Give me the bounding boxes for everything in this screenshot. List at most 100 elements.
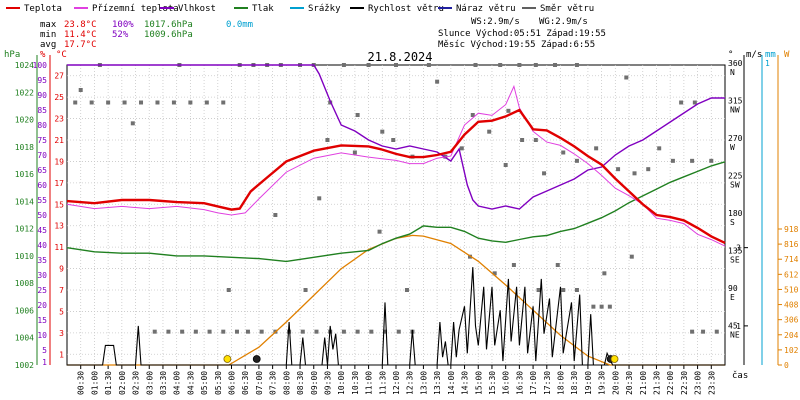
- tick-label-direction-degrees: 225: [728, 172, 743, 181]
- wind-direction-point: [426, 63, 431, 67]
- axis-unit-watts: W: [784, 50, 790, 60]
- wind-direction-point: [341, 63, 346, 67]
- legend-label: Rychlost větru: [368, 4, 444, 14]
- tick-label-time: 13:30: [433, 371, 442, 395]
- wind-direction-point: [629, 254, 634, 259]
- tick-label-time: 11:30: [378, 371, 387, 395]
- tick-label-celsius: 1: [59, 350, 64, 359]
- tick-label-watts: 918: [784, 225, 799, 234]
- axis-unit-hpa: hPa: [4, 50, 20, 60]
- wind-direction-point: [616, 167, 621, 172]
- wind-direction-point: [377, 229, 382, 234]
- tick-label-direction-degrees: 315: [728, 97, 743, 106]
- stat-max-pressure: 1017.6hPa: [144, 20, 193, 30]
- tick-label-hpa: 1022: [15, 88, 34, 97]
- tick-label-pct: 85: [37, 106, 47, 115]
- wind-direction-point: [690, 329, 695, 334]
- wind-direction-point: [352, 150, 357, 155]
- tick-label-time: 16:30: [515, 371, 524, 395]
- tick-label-celsius: 15: [54, 200, 64, 209]
- tick-label-direction-name: SE: [730, 256, 740, 265]
- stat-wind-speed: WS:2.9m/s: [471, 17, 520, 27]
- tick-label-pct: 30: [37, 271, 47, 280]
- wind-direction-point: [646, 167, 651, 172]
- tick-label-time: 09:30: [323, 371, 332, 395]
- pressure-line: [66, 161, 726, 263]
- wind-direction-point: [245, 329, 250, 334]
- tick-label-time: 12:00: [392, 371, 401, 395]
- legend-label: Přízemní teplota: [92, 4, 179, 14]
- tick-label-time: 16:00: [502, 371, 511, 395]
- wind-direction-point: [139, 100, 144, 105]
- moonset-marker: [252, 355, 261, 363]
- tick-label-mm: 1: [765, 59, 770, 68]
- wind-direction-point: [602, 271, 607, 276]
- tick-label-direction-name: NE: [730, 331, 740, 340]
- wind-direction-point: [511, 263, 516, 267]
- wind-direction-point: [303, 288, 308, 292]
- wind-direction-point: [78, 88, 83, 92]
- tick-label-time: 15:30: [488, 371, 497, 395]
- stat-avg-label: avg: [40, 40, 56, 50]
- tick-label-time: 07:30: [269, 371, 278, 395]
- wind-direction-point: [171, 100, 176, 105]
- humidity-line: [67, 64, 725, 210]
- tick-label-celsius: 13: [54, 222, 64, 231]
- wind-direction-point: [226, 288, 231, 292]
- tick-label-pct: 50: [37, 211, 47, 220]
- wind-direction-point: [624, 75, 629, 80]
- wind-direction-point: [380, 129, 385, 134]
- tick-label-time: 06:00: [228, 371, 237, 395]
- wind-direction-point: [122, 100, 127, 105]
- tick-label-direction-name: SW: [730, 181, 740, 190]
- wind-direction-point: [396, 329, 401, 334]
- wind-direction-point: [355, 329, 360, 334]
- tick-label-direction-name: E: [730, 293, 735, 302]
- tick-label-celsius: 23: [54, 115, 64, 124]
- wind-direction-point: [317, 196, 322, 201]
- wind-direction-point: [188, 100, 193, 105]
- legend-label: Náraz větru: [456, 4, 516, 14]
- stat-max-humidity: 100%: [112, 20, 134, 30]
- wind-direction-point: [561, 288, 566, 292]
- tick-label-pct: 75: [37, 136, 47, 145]
- stat-min-temp: 11.4°C: [64, 30, 97, 40]
- tick-label-celsius: 27: [54, 72, 64, 81]
- tick-label-watts: 612: [784, 270, 799, 279]
- axis-unit-mm: mm: [765, 50, 776, 60]
- tick-label-pct: 40: [37, 241, 47, 250]
- tick-label-pct: 90: [37, 91, 47, 100]
- tick-label-pct: 60: [37, 181, 47, 190]
- stat-min-label: min: [40, 30, 56, 40]
- axis-unit-degrees: °: [728, 50, 733, 60]
- axis-title-time: čas: [732, 370, 748, 381]
- tick-label-time: 19:00: [584, 371, 593, 395]
- sunset-marker: [610, 355, 619, 363]
- wind-direction-point: [517, 63, 522, 67]
- wind-direction-point: [553, 63, 558, 67]
- wind-direction-point: [166, 329, 171, 334]
- tick-label-pct: 70: [37, 151, 47, 160]
- wind-direction-point: [487, 129, 492, 134]
- tick-label-pct: 15: [37, 316, 47, 325]
- tick-label-time: 04:30: [186, 371, 195, 395]
- tick-label-hpa: 1008: [15, 279, 34, 288]
- wind-direction-point: [404, 288, 409, 292]
- axis-unit-pct: %: [40, 50, 46, 60]
- tick-label-time: 03:30: [159, 371, 168, 395]
- tick-label-time: 21:30: [652, 371, 661, 395]
- tick-label-time: 11:00: [365, 371, 374, 395]
- tick-label-time: 21:00: [639, 371, 648, 395]
- tick-label-celsius: 3: [59, 329, 64, 338]
- tick-label-hpa: 1018: [15, 143, 34, 152]
- wind-direction-point: [106, 100, 111, 105]
- tick-label-pct: 80: [37, 121, 47, 130]
- tick-label-celsius: 5: [59, 307, 64, 316]
- stat-min-pressure: 1009.6hPa: [144, 30, 193, 40]
- tick-label-time: 20:00: [611, 371, 620, 395]
- wind-direction-point: [366, 63, 371, 67]
- tick-label-time: 06:30: [241, 371, 250, 395]
- tick-label-celsius: 19: [54, 157, 64, 166]
- tick-label-pct: 20: [37, 301, 47, 310]
